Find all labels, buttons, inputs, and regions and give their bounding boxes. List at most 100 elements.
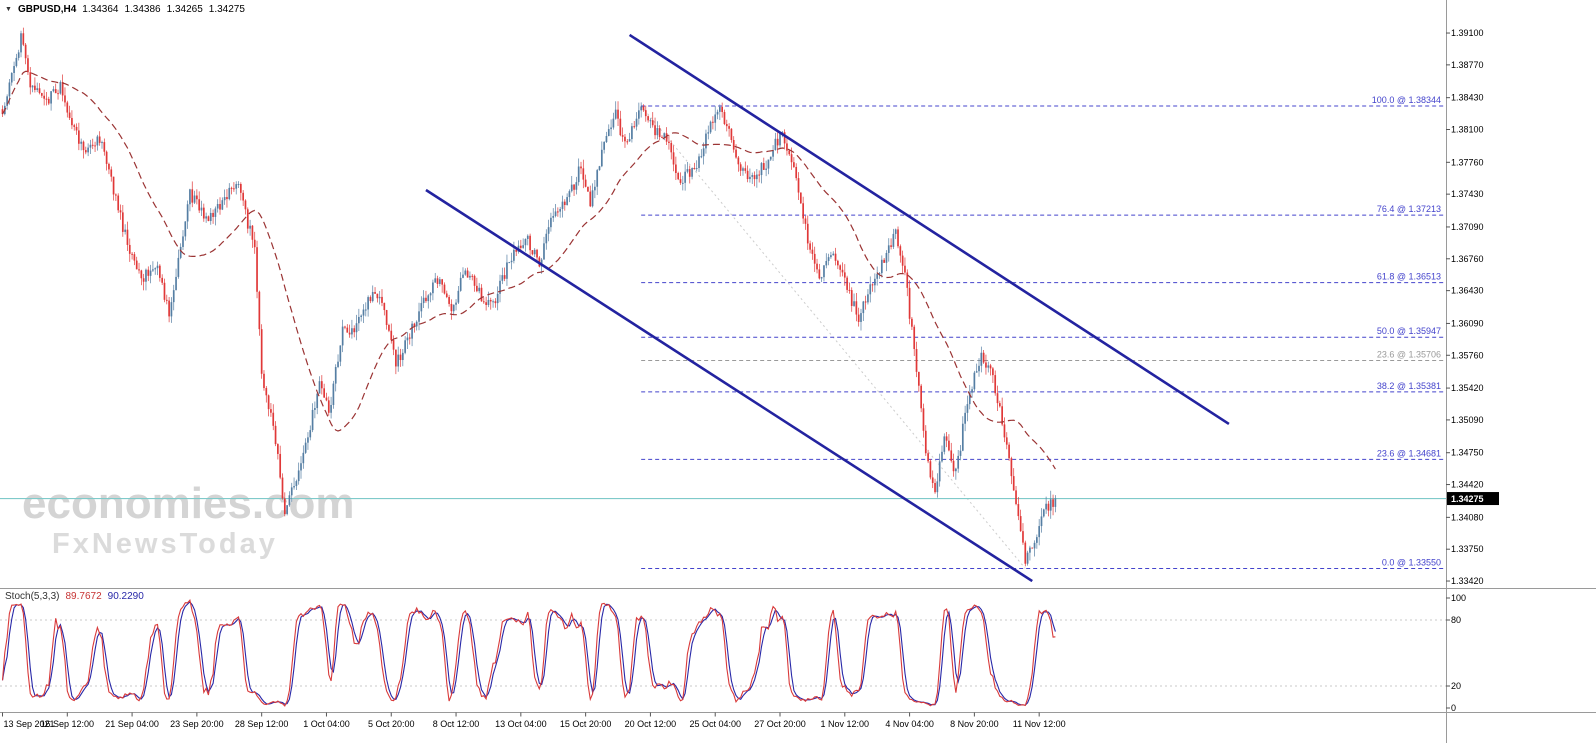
candle-body <box>934 482 936 493</box>
price-axis-label[interactable]: 1.37430 <box>1451 189 1484 199</box>
time-axis-label[interactable]: 20 Oct 12:00 <box>625 719 677 729</box>
time-axis-label[interactable]: 15 Oct 20:00 <box>560 719 612 729</box>
candle-body <box>52 89 55 92</box>
price-axis-label[interactable]: 1.37090 <box>1451 222 1484 232</box>
candle-body <box>68 112 71 118</box>
main-chart-area[interactable] <box>0 12 1446 588</box>
price-axis-label[interactable]: 1.33750 <box>1451 544 1484 554</box>
candle-body <box>823 265 825 278</box>
trendline-upper[interactable] <box>628 33 1230 426</box>
time-axis-label[interactable]: 11 Nov 12:00 <box>1013 719 1066 729</box>
candle-body <box>924 430 927 454</box>
time-axis-label[interactable]: 25 Oct 04:00 <box>689 719 741 729</box>
time-axis-label[interactable]: 1 Nov 12:00 <box>821 719 870 729</box>
stoch-chart-area[interactable] <box>0 589 1446 713</box>
price-axis-label[interactable]: 1.33420 <box>1451 576 1484 586</box>
candle-body <box>1031 547 1034 549</box>
candle-body <box>510 260 513 263</box>
candle-body <box>746 170 749 180</box>
candle-body <box>883 259 885 263</box>
price-axis-label[interactable]: 1.36760 <box>1451 254 1484 264</box>
candle-body <box>776 138 779 146</box>
watermark-brand: economies.com <box>22 479 355 528</box>
candle-body <box>226 197 228 200</box>
price-axis-label[interactable]: 1.38430 <box>1451 93 1484 103</box>
candle-body <box>582 168 585 180</box>
candle-body <box>376 293 379 299</box>
candle-body <box>235 184 238 189</box>
price-axis-label[interactable]: 1.34080 <box>1451 512 1484 522</box>
candle-body <box>31 85 34 88</box>
price-axis-label[interactable]: 1.35760 <box>1451 350 1484 360</box>
candle-body <box>992 368 994 376</box>
candle-body <box>198 199 201 211</box>
time-axis-label[interactable]: 16 Sep 12:00 <box>41 719 95 729</box>
price-axis-label[interactable]: 1.37760 <box>1451 157 1484 167</box>
candle-body <box>360 315 363 317</box>
candle-body <box>624 136 626 142</box>
time-axis-label[interactable]: 1 Oct 04:00 <box>303 719 350 729</box>
price-axis-label[interactable]: 1.38770 <box>1451 60 1484 70</box>
candle-body <box>892 233 895 247</box>
candle-body <box>246 209 249 229</box>
time-axis-label[interactable]: 13 Sep 2021 <box>4 719 55 729</box>
candle-body <box>207 216 210 222</box>
price-axis-label[interactable]: 1.38100 <box>1451 125 1484 135</box>
symbol-menu-icon[interactable]: ▼ <box>5 6 12 13</box>
candle-body <box>482 301 485 303</box>
candle-body <box>1042 509 1045 517</box>
candle-body <box>522 245 524 248</box>
candle-body <box>989 365 992 369</box>
candle-body <box>957 455 960 469</box>
candle-body <box>443 284 446 294</box>
candle-body <box>799 192 802 204</box>
candle-body <box>163 282 166 300</box>
candle-body <box>987 365 990 368</box>
price-axis-label[interactable]: 1.34750 <box>1451 448 1484 458</box>
candle-body <box>260 329 263 374</box>
time-axis-label[interactable]: 23 Sep 20:00 <box>170 719 224 729</box>
time-axis-label[interactable]: 4 Nov 04:00 <box>885 719 934 729</box>
candle-body <box>600 149 603 167</box>
candle-body <box>966 404 969 413</box>
time-axis-label[interactable]: 5 Oct 20:00 <box>368 719 415 729</box>
time-axis-label[interactable]: 27 Oct 20:00 <box>754 719 806 729</box>
candle-body <box>584 179 587 187</box>
price-axis-label[interactable]: 1.36430 <box>1451 286 1484 296</box>
candle-body <box>1036 537 1038 543</box>
trendline-lower[interactable] <box>425 188 1033 583</box>
candle-body <box>533 249 536 255</box>
candle-body <box>614 109 617 119</box>
price-axis-label[interactable]: 1.34420 <box>1451 480 1484 490</box>
candle-body <box>911 318 913 327</box>
candle-body <box>744 168 747 171</box>
candle-body <box>108 163 110 170</box>
candle-body <box>1024 542 1027 564</box>
stoch-axis-label: 20 <box>1451 681 1461 691</box>
price-axis-label[interactable]: 1.35090 <box>1451 415 1484 425</box>
time-axis-label[interactable]: 28 Sep 12:00 <box>235 719 289 729</box>
time-axis-label[interactable]: 8 Oct 12:00 <box>433 719 480 729</box>
time-axis-label[interactable]: 13 Oct 04:00 <box>495 719 547 729</box>
candle-body <box>980 352 983 366</box>
price-axis-label[interactable]: 1.36090 <box>1451 318 1484 328</box>
candle-body <box>462 274 464 278</box>
candle-body <box>355 323 358 333</box>
candle-body <box>43 95 46 99</box>
fib-level-label: 23.6 @ 1.34681 <box>1377 448 1441 458</box>
price-axis-label[interactable]: 1.39100 <box>1451 28 1484 38</box>
candle-body <box>631 126 633 140</box>
candle-body <box>899 246 902 256</box>
candle-body <box>179 246 182 258</box>
candle-body <box>270 409 272 413</box>
time-axis-label[interactable]: 8 Nov 20:00 <box>950 719 999 729</box>
watermark: economies.com FxNewsToday <box>22 482 355 559</box>
time-axis-label[interactable]: 21 Sep 04:00 <box>105 719 159 729</box>
candle-body <box>672 152 675 165</box>
candle-body <box>381 296 383 303</box>
candle-body <box>177 257 180 277</box>
candle-body <box>251 225 254 240</box>
candle-body <box>161 277 164 283</box>
price-axis-label[interactable]: 1.35420 <box>1451 383 1484 393</box>
